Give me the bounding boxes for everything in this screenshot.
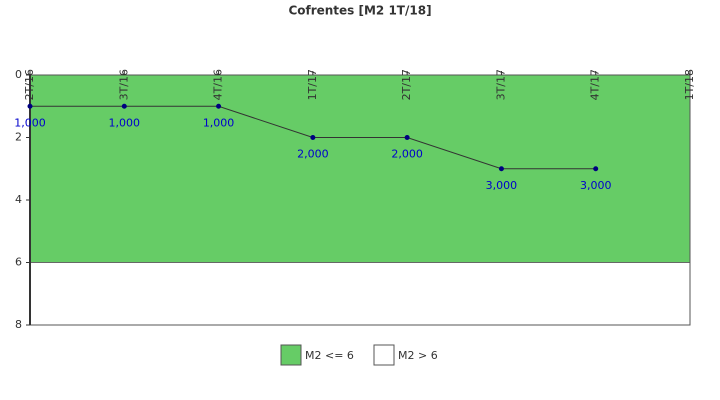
y-tick-label: 6: [15, 256, 22, 269]
x-tick-label: 2T/16: [23, 69, 36, 100]
data-point: [121, 103, 127, 109]
x-tick-label: 4T/17: [589, 69, 602, 100]
x-tick-label: 1T/17: [306, 69, 319, 100]
data-label: 3,000: [486, 179, 518, 192]
x-tick-label: 3T/17: [494, 69, 507, 100]
legend-swatch: [280, 344, 302, 366]
legend-label: M2 <= 6: [305, 349, 354, 362]
band: [29, 262, 691, 326]
x-tick-label: 4T/16: [212, 69, 225, 100]
y-tick-label: 8: [15, 318, 22, 331]
data-point: [404, 135, 410, 140]
data-point: [593, 166, 599, 172]
x-tick-label: 1T/18: [683, 69, 696, 100]
data-point: [27, 103, 33, 109]
y-tick-label: 4: [15, 193, 22, 206]
data-label: 1,000: [203, 116, 235, 129]
chart-title: Cofrentes [M2 1T/18]: [288, 4, 431, 18]
data-label: 3,000: [580, 179, 612, 192]
data-label: 2,000: [297, 148, 329, 161]
data-point: [310, 135, 316, 140]
legend-swatch: [373, 344, 395, 366]
data-label: 2,000: [391, 148, 423, 161]
data-point: [216, 103, 222, 109]
y-tick-label: 2: [15, 131, 22, 144]
legend-label: M2 > 6: [398, 349, 438, 362]
data-label: 1,000: [109, 116, 141, 129]
y-tick-label: 0: [15, 68, 22, 81]
x-tick-label: 2T/17: [400, 69, 413, 100]
data-label: 1,000: [14, 116, 46, 129]
x-tick-label: 3T/16: [117, 69, 130, 100]
data-point: [498, 166, 504, 172]
